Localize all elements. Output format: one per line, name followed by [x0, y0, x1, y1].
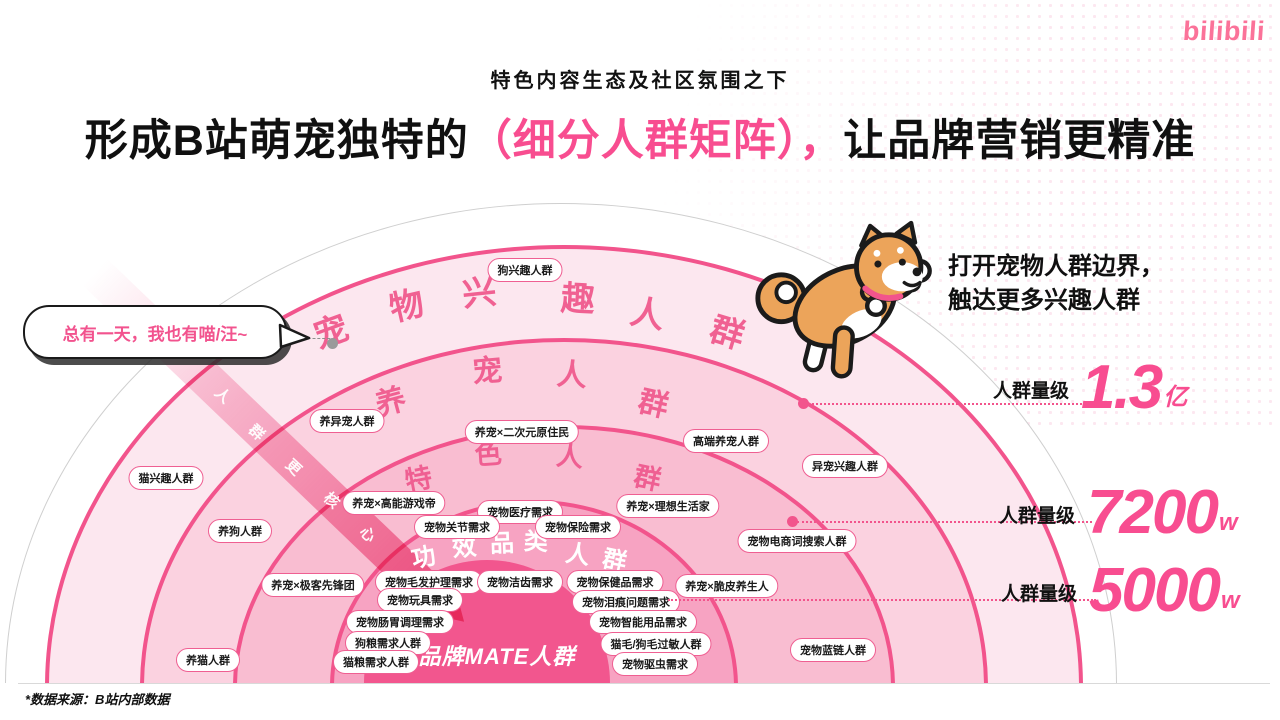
segment-pill: 养宠×高能游戏帝 [342, 491, 446, 515]
metric-ring1: 人群量级 1.3 亿 [993, 353, 1188, 422]
segment-pill: 狗兴趣人群 [487, 258, 563, 282]
connector-dot-2 [787, 516, 798, 527]
callout-line-2: 触达更多兴趣人群 [948, 287, 1140, 314]
segment-pill: 养宠×二次元原住民 [464, 420, 580, 444]
segment-pill: 养宠×理想生活家 [616, 494, 720, 518]
baseline-rule [18, 683, 1270, 684]
ring-title-char: 趣 [559, 279, 596, 320]
segment-pill: 养猫人群 [176, 648, 240, 672]
metric-value: 1.3 [1081, 353, 1163, 422]
segment-pill: 高端养宠人群 [683, 429, 769, 453]
segment-pill: 宠物玩具需求 [377, 588, 463, 612]
segment-ring-diagram: 人群更核心 宠物兴趣人群养宠人群特色人群功效品类人群 品牌MATE人群 狗兴趣人… [5, 203, 1117, 683]
metric-unit: 亿 [1163, 383, 1188, 411]
metric-label: 人群量级 [999, 505, 1076, 527]
callout-text: 打开宠物人群边界， 触达更多兴趣人群 [948, 250, 1164, 318]
metric-value: 5000 [1089, 556, 1221, 625]
segment-pill: 宠物保险需求 [535, 515, 621, 539]
metric-unit: w [1218, 508, 1238, 536]
center-label: 品牌MATE人群 [418, 644, 576, 669]
connector-line-2 [797, 521, 1092, 523]
slide-subtitle: 特色内容生态及社区氛围之下 [490, 70, 790, 92]
segment-pill: 养狗人群 [208, 519, 272, 543]
speech-bubble: 总有一天，我也有喵/汪~ [23, 305, 287, 359]
bubble-connector-line [298, 338, 330, 339]
segment-pill: 宠物智能用品需求 [589, 610, 697, 634]
data-source-footnote: *数据来源：B站内部数据 [25, 692, 170, 707]
title-highlight: （细分人群矩阵）， [468, 117, 844, 165]
metric-value: 7200 [1087, 478, 1219, 547]
connector-dot-1 [798, 398, 809, 409]
segment-pill: 宠物洁齿需求 [477, 570, 563, 594]
speech-bubble-text: 总有一天，我也有喵/汪~ [62, 324, 248, 344]
segment-pill: 宠物电商词搜索人群 [737, 529, 857, 553]
bubble-connector-dot [327, 338, 338, 349]
segment-pill: 养宠×脆皮养生人 [675, 574, 779, 598]
segment-pill: 宠物蓝链人群 [790, 638, 876, 662]
segment-pill: 养宠×极客先锋团 [261, 573, 365, 597]
speech-bubble-tail [278, 323, 311, 349]
segment-pill: 养异宠人群 [309, 409, 385, 433]
title-suffix: 让品牌营销更精准 [843, 117, 1196, 165]
segment-pill: 宠物关节需求 [414, 515, 500, 539]
metric-unit: w [1220, 586, 1240, 614]
connector-line-1 [808, 403, 1086, 405]
ring-title-char: 宠 [470, 353, 504, 390]
title-prefix: 形成B站萌宠独特的 [84, 117, 469, 165]
callout-line-1: 打开宠物人群边界， [948, 253, 1164, 280]
segment-pill: 猫兴趣人群 [128, 466, 204, 490]
metric-ring3: 人群量级 5000 w [1001, 556, 1240, 625]
connector-line-3 [668, 599, 1096, 601]
bilibili-logo: bilibili [1181, 16, 1267, 46]
segment-pill: 异宠兴趣人群 [802, 454, 888, 478]
segment-pill: 猫粮需求人群 [333, 650, 419, 674]
ring-title-char: 人 [555, 357, 588, 393]
metric-ring2: 人群量级 7200 w [999, 478, 1238, 547]
metric-label: 人群量级 [993, 380, 1070, 402]
segment-pill: 宠物驱虫需求 [612, 652, 698, 676]
metric-label: 人群量级 [1001, 583, 1078, 605]
slide-title: 形成B站萌宠独特的（细分人群矩阵），让品牌营销更精准 [0, 106, 1280, 168]
shiba-dog-illustration [755, 220, 932, 379]
